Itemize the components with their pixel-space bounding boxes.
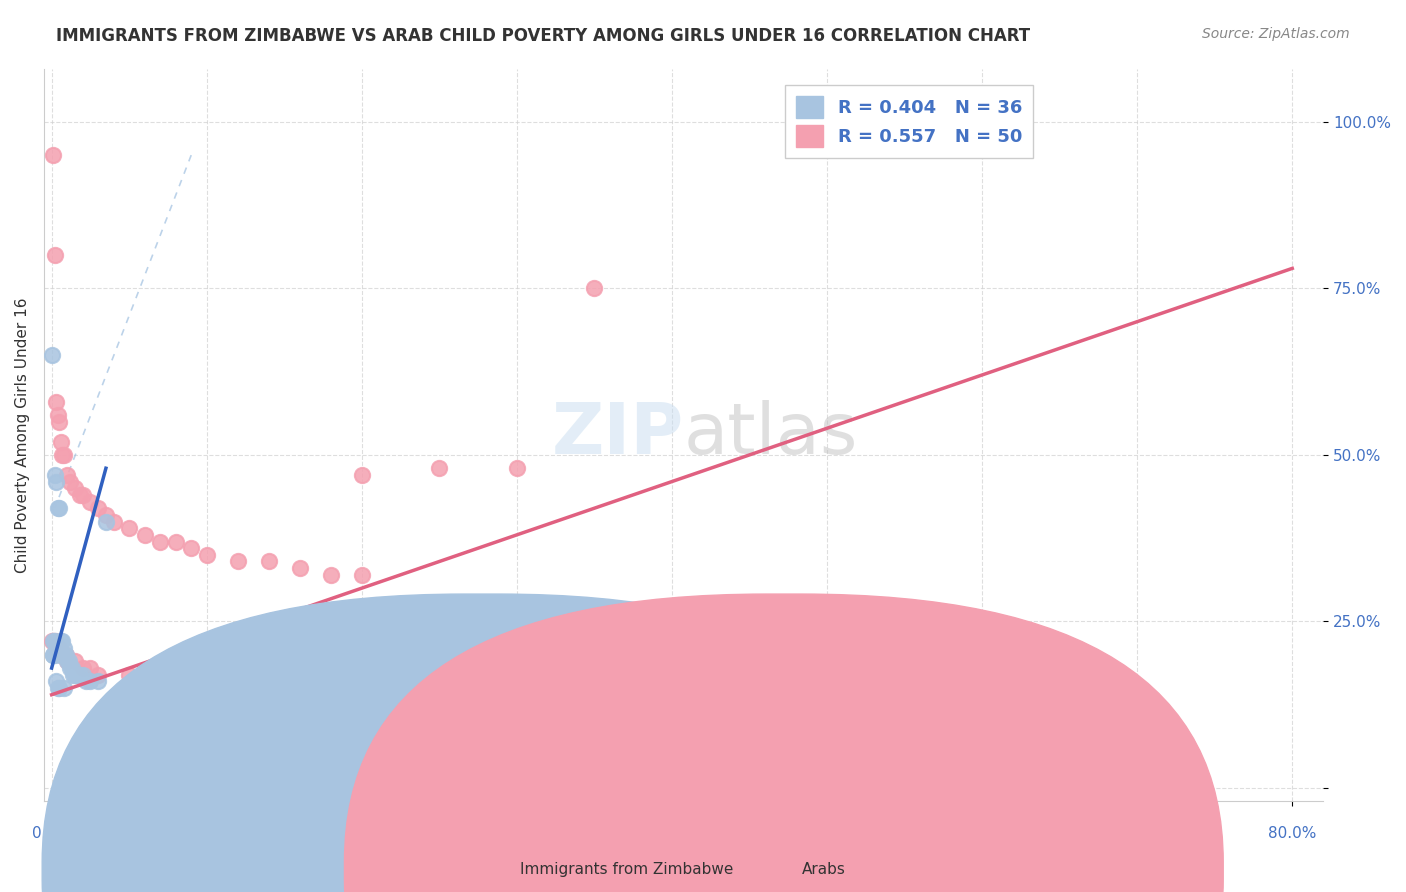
Point bbox=[48, 641, 70, 656]
Point bbox=[56, 655, 79, 669]
Point bbox=[59, 661, 82, 675]
Point bbox=[53, 648, 76, 662]
Point bbox=[49, 648, 72, 662]
Point bbox=[62, 667, 84, 681]
Point bbox=[87, 674, 110, 689]
Point bbox=[506, 461, 529, 475]
Point bbox=[41, 634, 63, 648]
Point bbox=[51, 648, 73, 662]
Point bbox=[41, 348, 63, 362]
Point bbox=[46, 681, 69, 695]
Point bbox=[56, 655, 79, 669]
Point bbox=[149, 534, 172, 549]
Point bbox=[319, 567, 342, 582]
Point bbox=[58, 655, 80, 669]
Point bbox=[94, 508, 117, 522]
Point bbox=[49, 648, 72, 662]
Point bbox=[48, 501, 70, 516]
Point bbox=[79, 661, 101, 675]
Point bbox=[60, 661, 83, 675]
Point bbox=[195, 681, 218, 695]
Point bbox=[165, 714, 187, 729]
Point bbox=[45, 394, 67, 409]
Point bbox=[226, 554, 249, 568]
Point bbox=[45, 641, 67, 656]
Text: Source: ZipAtlas.com: Source: ZipAtlas.com bbox=[1202, 27, 1350, 41]
Point bbox=[195, 548, 218, 562]
Point bbox=[72, 661, 94, 675]
Point bbox=[49, 434, 72, 449]
Point bbox=[134, 528, 156, 542]
Point bbox=[69, 488, 91, 502]
Point bbox=[44, 648, 66, 662]
Point bbox=[44, 467, 66, 482]
Text: 80.0%: 80.0% bbox=[1268, 826, 1316, 841]
Point bbox=[48, 415, 70, 429]
Point bbox=[53, 448, 76, 462]
Point bbox=[75, 674, 97, 689]
Point bbox=[55, 648, 77, 662]
Point bbox=[53, 681, 76, 695]
Point bbox=[53, 641, 76, 656]
Point bbox=[46, 501, 69, 516]
Point bbox=[46, 408, 69, 422]
Point bbox=[69, 667, 91, 681]
Point bbox=[42, 648, 65, 662]
Point bbox=[44, 634, 66, 648]
Point bbox=[72, 667, 94, 681]
Point bbox=[51, 448, 73, 462]
Point bbox=[42, 634, 65, 648]
Point bbox=[79, 494, 101, 508]
Point bbox=[51, 634, 73, 648]
Point bbox=[427, 461, 450, 475]
Y-axis label: Child Poverty Among Girls Under 16: Child Poverty Among Girls Under 16 bbox=[15, 297, 30, 573]
Text: atlas: atlas bbox=[683, 401, 858, 469]
Text: Arabs: Arabs bbox=[801, 863, 845, 877]
Point bbox=[45, 641, 67, 656]
Point bbox=[45, 475, 67, 489]
Point bbox=[87, 667, 110, 681]
Point bbox=[583, 281, 606, 295]
Point bbox=[103, 515, 125, 529]
Point bbox=[44, 634, 66, 648]
Point bbox=[65, 667, 87, 681]
Point bbox=[94, 515, 117, 529]
Point bbox=[350, 467, 373, 482]
Point bbox=[42, 148, 65, 162]
Legend: R = 0.404   N = 36, R = 0.557   N = 50: R = 0.404 N = 36, R = 0.557 N = 50 bbox=[785, 85, 1033, 158]
Point bbox=[118, 521, 141, 535]
Text: 0.0%: 0.0% bbox=[32, 826, 72, 841]
Text: IMMIGRANTS FROM ZIMBABWE VS ARAB CHILD POVERTY AMONG GIRLS UNDER 16 CORRELATION : IMMIGRANTS FROM ZIMBABWE VS ARAB CHILD P… bbox=[56, 27, 1031, 45]
Point bbox=[48, 681, 70, 695]
Point bbox=[63, 481, 86, 495]
Point bbox=[72, 488, 94, 502]
Point bbox=[56, 467, 79, 482]
Point bbox=[59, 475, 82, 489]
Point bbox=[49, 634, 72, 648]
Point bbox=[45, 674, 67, 689]
Point bbox=[288, 561, 311, 575]
Point bbox=[46, 641, 69, 656]
Point bbox=[350, 567, 373, 582]
Point bbox=[165, 534, 187, 549]
Point bbox=[257, 554, 280, 568]
Point bbox=[44, 248, 66, 262]
Text: ZIP: ZIP bbox=[551, 401, 683, 469]
Point bbox=[42, 634, 65, 648]
Point bbox=[48, 641, 70, 656]
Point bbox=[51, 648, 73, 662]
Point bbox=[118, 667, 141, 681]
Point bbox=[55, 648, 77, 662]
Point bbox=[79, 674, 101, 689]
Point bbox=[42, 648, 65, 662]
Text: Immigrants from Zimbabwe: Immigrants from Zimbabwe bbox=[520, 863, 734, 877]
Point bbox=[63, 667, 86, 681]
Point bbox=[46, 641, 69, 656]
Point bbox=[63, 655, 86, 669]
Point bbox=[180, 541, 202, 556]
Point bbox=[87, 501, 110, 516]
